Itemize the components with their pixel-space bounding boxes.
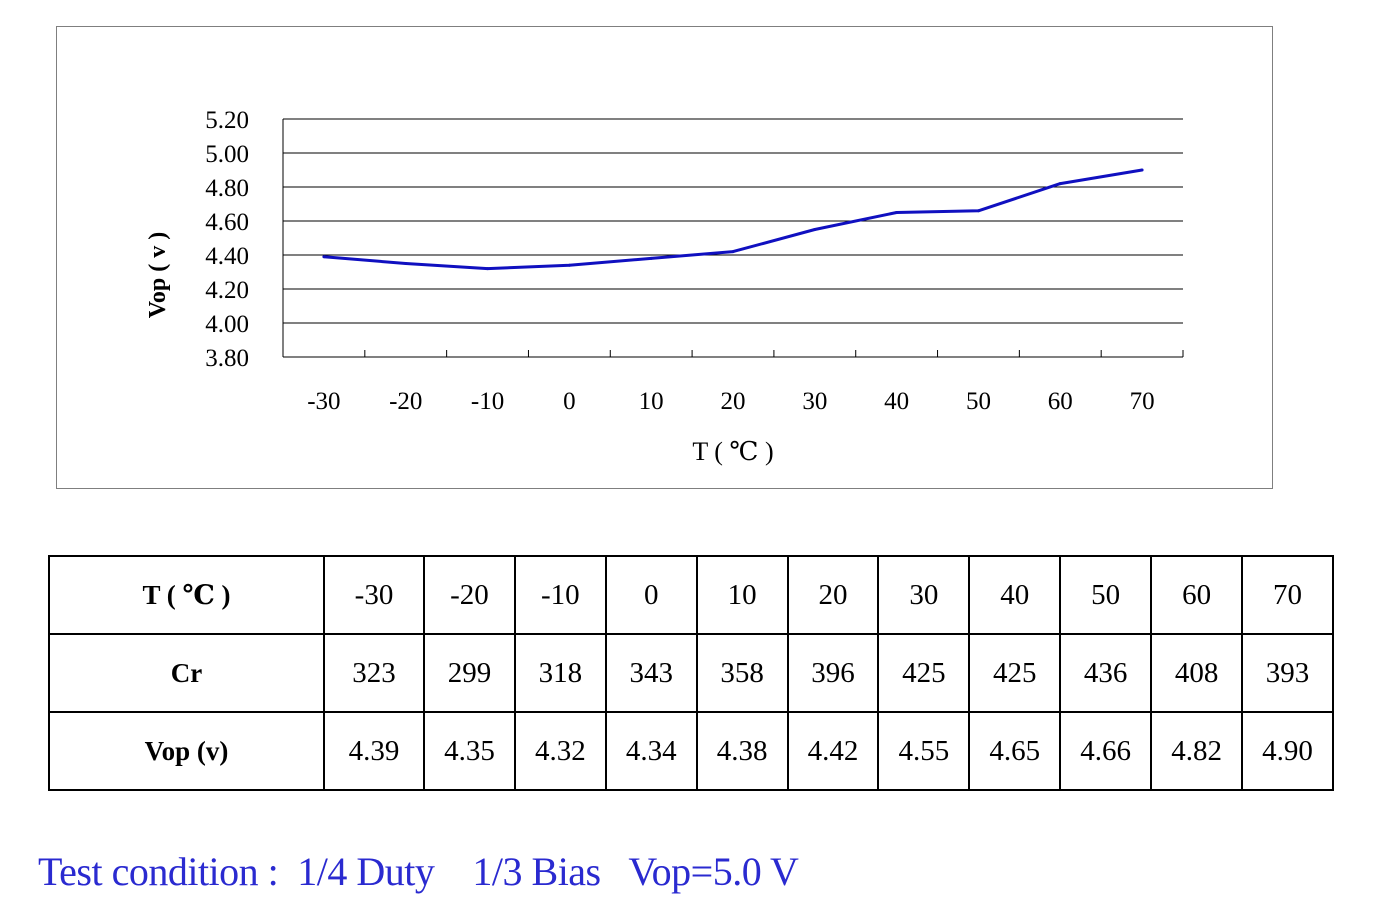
table-cell: 4.42 [786, 711, 880, 791]
x-tick-label: 70 [1130, 388, 1155, 415]
data-point [486, 267, 490, 271]
y-tick-label: 4.80 [205, 175, 249, 202]
table-cell: 30 [877, 555, 971, 635]
x-tick-label: 20 [721, 388, 746, 415]
chart-frame: 5.20 5.00 4.80 4.60 4.40 4.20 4.00 3.80 -30 -20 -… [56, 26, 1273, 489]
x-tick-label: -10 [471, 388, 504, 415]
data-point [895, 211, 899, 214]
table-cell: 4.35 [423, 711, 516, 791]
x-tick-label: 30 [802, 388, 827, 415]
x-tick-label: 10 [639, 388, 664, 415]
data-table: T ( ℃ ) -30 -20 -10 0 10 20 30 40 50 60 70 Cr 323 299 3… [48, 555, 1334, 791]
data-point [731, 250, 735, 254]
x-tick-label: -30 [307, 388, 340, 415]
table-row: Cr 323 299 318 343 358 396 425 425 436 408 393 [48, 633, 1334, 713]
table-cell: 358 [695, 633, 789, 713]
table-cell: 318 [513, 633, 607, 713]
table-cell: 40 [968, 555, 1062, 635]
y-tick-label: 5.00 [205, 141, 249, 168]
data-point [1058, 182, 1062, 186]
table-cell: 436 [1059, 633, 1153, 713]
y-tick-label: 3.80 [205, 345, 249, 372]
table-cell: 4.55 [877, 711, 971, 791]
table-cell: 0 [604, 555, 698, 635]
table-cell: -30 [323, 555, 425, 635]
table-cell: 323 [323, 633, 425, 713]
x-tick-label: 50 [966, 388, 991, 415]
table-row: Vop (v) 4.39 4.35 4.32 4.34 4.38 4.42 4.55 4.65 4… [48, 711, 1334, 791]
y-axis-title: Vop ( v ) [145, 232, 171, 318]
x-tick-label: -20 [389, 388, 422, 415]
table-cell: 20 [786, 555, 880, 635]
table-cell: 70 [1241, 555, 1334, 635]
table-cell: 299 [423, 633, 516, 713]
x-tick-label: 40 [884, 388, 909, 415]
table-cell: 425 [968, 633, 1062, 713]
table-cell: 4.32 [513, 711, 607, 791]
table-cell: -10 [513, 555, 607, 635]
row-header: Vop (v) [48, 711, 325, 791]
table-cell: 4.65 [968, 711, 1062, 791]
y-tick-label: 5.20 [205, 107, 249, 134]
x-tick-label: 60 [1048, 388, 1073, 415]
table-cell: 60 [1150, 555, 1244, 635]
table-cell: 4.82 [1150, 711, 1244, 791]
data-point [649, 256, 653, 260]
table-cell: 425 [877, 633, 971, 713]
table-cell: 4.39 [323, 711, 425, 791]
x-axis-title: T ( ℃ ) [692, 437, 773, 466]
chart-plot: 5.20 5.00 4.80 4.60 4.40 4.20 4.00 3.80 -30 -20 -… [145, 107, 1184, 466]
table-cell: 396 [786, 633, 880, 713]
x-tick-label: 0 [563, 388, 576, 415]
table-cell: 343 [604, 633, 698, 713]
table-cell: 393 [1241, 633, 1334, 713]
table-cell: 4.34 [604, 711, 698, 791]
table-cell: 4.90 [1241, 711, 1334, 791]
row-header: T ( ℃ ) [48, 555, 325, 635]
table-cell: 50 [1059, 555, 1153, 635]
series-line [323, 168, 1143, 271]
table-cell: 10 [695, 555, 789, 635]
data-point [404, 262, 408, 265]
table-cell: 408 [1150, 633, 1244, 713]
data-point [1140, 168, 1144, 172]
table-row: T ( ℃ ) -30 -20 -10 0 10 20 30 40 50 60 70 [48, 555, 1334, 635]
table-cell: -20 [423, 555, 516, 635]
data-point [322, 255, 326, 259]
data-point [976, 209, 980, 213]
test-condition: Test condition : 1/4 Duty 1/3 Bias Vop=5… [38, 849, 799, 894]
data-point [567, 263, 571, 267]
y-tick-label: 4.60 [205, 209, 249, 236]
row-header: Cr [48, 633, 325, 713]
y-tick-label: 4.40 [205, 243, 249, 270]
table-cell: 4.66 [1059, 711, 1153, 791]
y-tick-label: 4.20 [205, 277, 249, 304]
table-cell: 4.38 [695, 711, 789, 791]
data-point [813, 228, 817, 231]
y-tick-label: 4.00 [205, 311, 249, 338]
